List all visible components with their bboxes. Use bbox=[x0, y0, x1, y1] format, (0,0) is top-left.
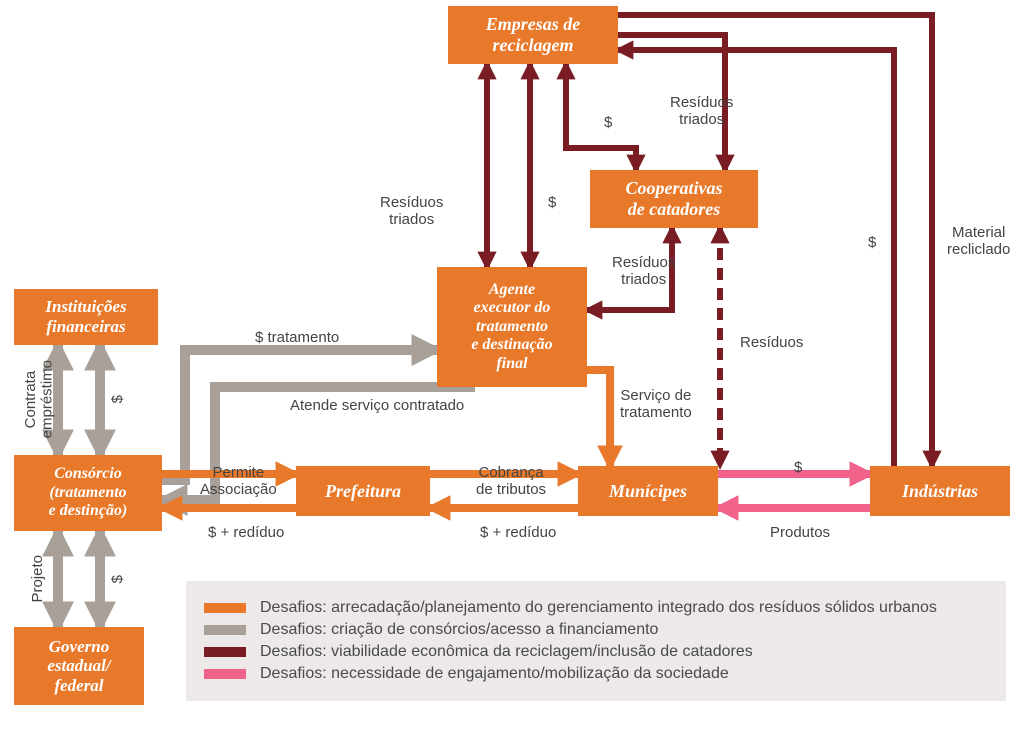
edge-label-cons-gov-projeto: Projeto bbox=[30, 555, 47, 603]
edge-label-emp-coop-dollar: $ bbox=[604, 115, 612, 132]
edge-label-agente-coop: Resíduos triados bbox=[612, 255, 675, 288]
node-instituicoes: Instituiçõesfinanceiras bbox=[14, 289, 158, 345]
edge-agente-mun-servico bbox=[587, 370, 610, 466]
edge-consorcio-agente-trat bbox=[162, 350, 437, 480]
legend-text-1: Desafios: criação de consórcios/acesso a… bbox=[260, 621, 658, 639]
node-consorcio: Consórcio(tratamentoe destinção) bbox=[14, 455, 162, 531]
node-municipes: Munícipes bbox=[578, 466, 718, 516]
edge-label-inst-cons-dollar: $ bbox=[110, 395, 127, 403]
legend-swatch-pink bbox=[204, 669, 246, 679]
legend-row-2: Desafios: viabilidade econômica da recic… bbox=[204, 643, 988, 661]
edge-label-cons-pref-permite: Permite Associação bbox=[200, 465, 277, 498]
edge-label-mun-ind-dollar: $ bbox=[794, 460, 802, 477]
edge-label-agente-mun-servico: Serviço de tratamento bbox=[620, 388, 692, 421]
edge-label-coop-mun: Resíduos bbox=[740, 335, 803, 352]
edge-label-pref-mun-cobranca: Cobrança de tributos bbox=[476, 465, 546, 498]
legend-text-0: Desafios: arrecadação/planejamento do ge… bbox=[260, 599, 937, 617]
legend-text-3: Desafios: necessidade de engajamento/mob… bbox=[260, 665, 729, 683]
edge-label-consorcio-agente-trat: $ tratamento bbox=[255, 330, 339, 347]
edge-label-emp-agente-residuos: Resíduos triados bbox=[380, 195, 443, 228]
node-cooperativas: Cooperativasde catadores bbox=[590, 170, 758, 228]
legend-text-2: Desafios: viabilidade econômica da recic… bbox=[260, 643, 753, 661]
node-empresas: Empresas dereciclagem bbox=[448, 6, 618, 64]
legend-row-0: Desafios: arrecadação/planejamento do ge… bbox=[204, 599, 988, 617]
edge-label-ind-mun-prod: Produtos bbox=[770, 525, 830, 542]
node-industrias: Indústrias bbox=[870, 466, 1010, 516]
edge-label-emp-coop-residuos: Resíduos triados bbox=[670, 95, 733, 128]
node-governo: Governoestadual/federal bbox=[14, 627, 144, 705]
edge-label-pref-cons-residuo: $ + redíduo bbox=[208, 525, 284, 542]
legend-row-1: Desafios: criação de consórcios/acesso a… bbox=[204, 621, 988, 639]
edge-label-emp-agente-dollar: $ bbox=[548, 195, 556, 212]
edge-label-emp-ind-dollar: $ bbox=[868, 235, 876, 252]
legend-swatch-gray bbox=[204, 625, 246, 635]
edge-label-emp-ind-material: Material recliclado bbox=[947, 225, 1010, 258]
edge-label-inst-cons-emprestimo: Contrata empréstimo bbox=[23, 360, 56, 438]
node-agente: Agenteexecutor dotratamentoe destinaçãof… bbox=[437, 267, 587, 387]
diagram-stage: Empresas dereciclagem Cooperativasde cata… bbox=[0, 0, 1024, 730]
legend-swatch-orange bbox=[204, 603, 246, 613]
edge-label-cons-gov-dollar: $ bbox=[110, 575, 127, 583]
edge-emp-coop-dollar bbox=[566, 64, 636, 170]
edge-label-mun-pref-residuo: $ + redíduo bbox=[480, 525, 556, 542]
legend: Desafios: arrecadação/planejamento do ge… bbox=[186, 581, 1006, 701]
edge-label-agente-consorcio-atende: Atende serviço contratado bbox=[290, 398, 464, 415]
legend-swatch-maroon bbox=[204, 647, 246, 657]
legend-row-3: Desafios: necessidade de engajamento/mob… bbox=[204, 665, 988, 683]
node-prefeitura: Prefeitura bbox=[296, 466, 430, 516]
